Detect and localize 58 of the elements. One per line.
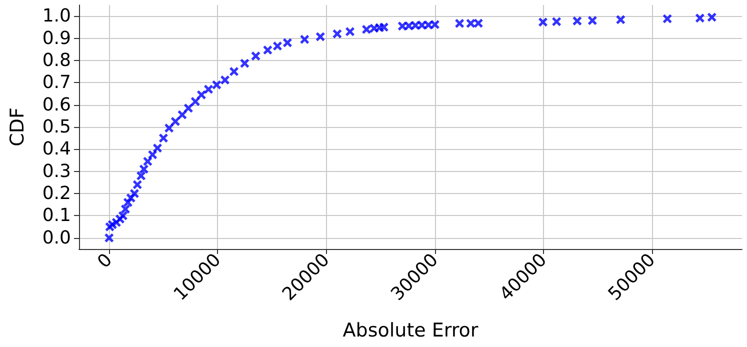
y-tick-label: 0.6: [42, 94, 71, 116]
point: [130, 189, 139, 198]
x-tick-label: 0: [94, 250, 117, 273]
point: [695, 14, 704, 23]
point: [220, 75, 230, 84]
point: [178, 110, 187, 120]
y-tick-label: 0.9: [42, 28, 71, 49]
point: [204, 84, 214, 94]
point: [474, 18, 483, 28]
point: [196, 90, 206, 100]
y-tick-label: 1.0: [42, 6, 71, 27]
point: [164, 124, 174, 133]
point: [139, 164, 148, 174]
y-tick-label: 0.5: [42, 116, 71, 138]
point: [230, 67, 239, 76]
point: [300, 34, 310, 44]
point: [662, 14, 672, 24]
point: [332, 29, 342, 38]
point: [152, 144, 162, 153]
y-tick-label: 0.2: [42, 183, 71, 204]
point: [588, 16, 597, 26]
y-tick-label: 0.7: [42, 72, 71, 94]
point: [316, 32, 325, 42]
point: [466, 18, 476, 28]
y-tick-label: 0.1: [42, 205, 71, 226]
point: [240, 58, 250, 68]
y-tick-label: 0.8: [42, 50, 71, 71]
point: [148, 150, 158, 160]
point: [707, 12, 716, 22]
point: [118, 211, 128, 220]
point: [616, 15, 626, 24]
point: [379, 22, 388, 32]
y-tick-label: 0.4: [42, 138, 71, 160]
point: [136, 171, 146, 180]
y-tick-label: 0.0: [42, 227, 71, 248]
point: [170, 116, 180, 126]
point: [272, 42, 282, 51]
point: [251, 52, 260, 61]
point: [212, 80, 222, 90]
point: [104, 233, 114, 242]
point: [552, 17, 562, 26]
point: [120, 204, 130, 214]
point: [430, 20, 440, 30]
point: [362, 24, 372, 34]
point: [132, 180, 142, 190]
point: [538, 18, 548, 27]
point: [455, 18, 464, 28]
y-axis-title: CDF: [6, 108, 28, 146]
point: [572, 16, 582, 26]
point: [282, 38, 292, 48]
point: [263, 46, 272, 55]
point: [346, 27, 355, 36]
x-axis-title: Absolute Error: [342, 320, 478, 342]
point: [190, 96, 200, 106]
point: [184, 104, 193, 113]
y-tick-label: 0.3: [42, 160, 71, 182]
point: [143, 156, 152, 166]
point: [158, 134, 168, 143]
